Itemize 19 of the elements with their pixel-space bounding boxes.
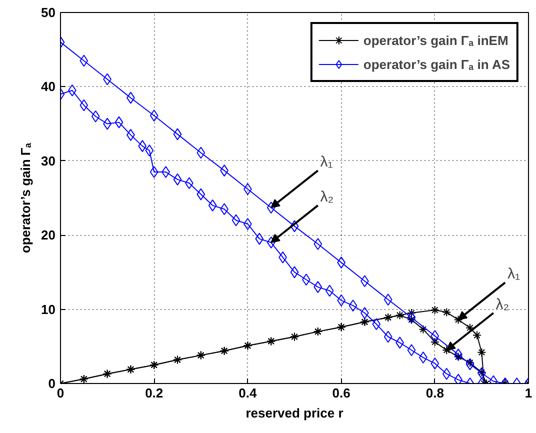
x-tick-label: 0.2: [145, 386, 164, 400]
annotation: λ₁: [320, 154, 333, 171]
y-tick-label: 10: [41, 302, 56, 317]
legend-label: operator’s gain Γₐ in AS: [363, 56, 510, 72]
x-tick-label: 0.6: [332, 386, 350, 400]
y-tick-label: 30: [41, 153, 56, 168]
annotation: λ₂: [496, 296, 510, 314]
x-tick-label: 1: [524, 386, 532, 400]
y-tick-label: 0: [48, 376, 56, 391]
y-axis-title: operator’s gain Γₐ: [18, 142, 34, 254]
x-tick-label: 0.4: [238, 386, 258, 400]
x-axis-title: reserved price r: [246, 406, 344, 420]
y-tick-label: 40: [41, 79, 56, 94]
legend-label: operator’s gain Γₐ inEM: [363, 32, 508, 48]
x-tick-label: 0.8: [426, 386, 444, 400]
annotation: λ₂: [320, 188, 334, 206]
y-tick-label: 50: [41, 5, 56, 20]
y-tick-label: 20: [41, 228, 56, 243]
annotation: λ₁: [507, 266, 520, 283]
